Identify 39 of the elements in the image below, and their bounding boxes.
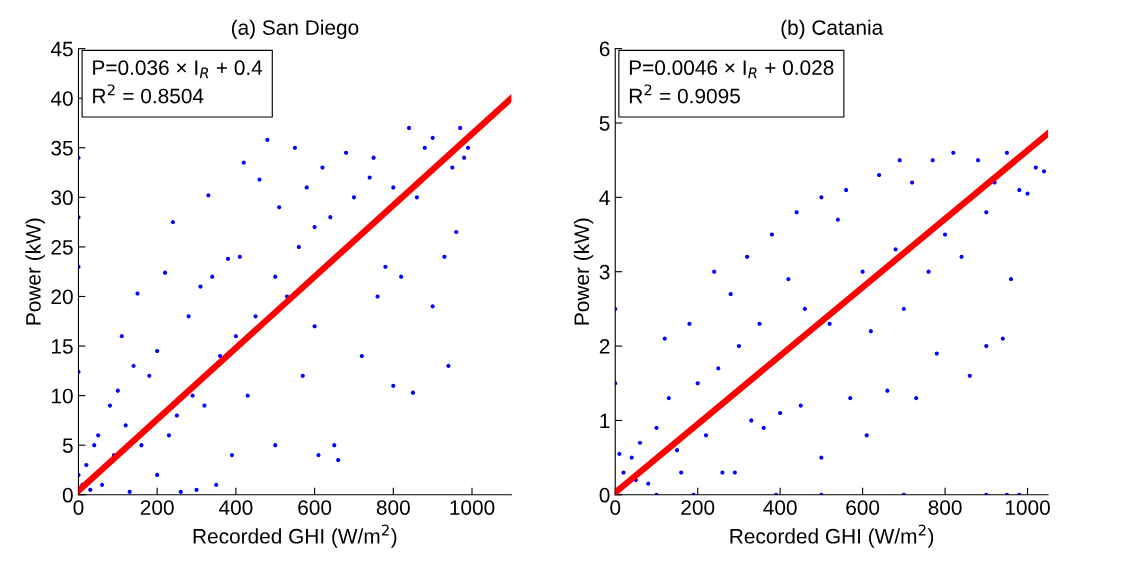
y-tick-label: 15 (52, 339, 73, 354)
x-tick-label: 200 (681, 500, 715, 515)
chart-title: (b) Catania (781, 19, 884, 40)
x-tick-label: 600 (846, 500, 880, 515)
annotation: P=0.036 × I$_{R}$ + 0.4 (93, 60, 263, 79)
y-tick-label: 10 (52, 388, 73, 404)
x-tick-label: 1000 (1005, 500, 1050, 515)
y-tick-label: 5 (62, 438, 73, 453)
x-tick-label: 0 (73, 500, 84, 515)
y-tick-label: 5 (599, 116, 610, 131)
y-tick-label: 30 (51, 190, 73, 206)
y-tick-label: 0 (599, 487, 610, 503)
x-tick-label: 400 (218, 500, 253, 515)
y-tick-label: 3 (599, 264, 610, 280)
x-axis-title: Recorded GHI (W/m$^{2}$) (730, 524, 934, 548)
y-tick-label: 25 (51, 239, 73, 255)
y-axis-title: Power (kW) (25, 218, 45, 325)
y-tick-label: 4 (599, 190, 610, 205)
x-tick-label: 200 (140, 500, 174, 515)
annotation: R$^{2}$ = 0.9095 (629, 84, 740, 104)
chart-title: (a) San Diego (231, 19, 359, 40)
annotation: R$^{2}$ = 0.8504 (93, 84, 204, 104)
y-tick-label: 1 (600, 413, 610, 428)
x-axis-title: Recorded GHI (W/m$^{2}$) (193, 524, 397, 548)
y-tick-label: 45 (50, 41, 73, 57)
x-tick-label: 800 (376, 500, 410, 515)
x-tick-label: 400 (763, 500, 797, 515)
x-tick-label: 800 (928, 500, 962, 515)
annotation: P=0.0046 × I$_{R}$ + 0.028 (629, 60, 834, 79)
x-tick-label: 600 (298, 500, 332, 515)
y-tick-label: 6 (599, 41, 610, 57)
y-tick-label: 0 (62, 487, 73, 503)
y-tick-label: 2 (599, 339, 610, 354)
x-tick-label: 1000 (450, 500, 495, 515)
y-axis-title: Power (kW) (573, 218, 594, 325)
y-tick-label: 35 (51, 140, 73, 156)
y-tick-label: 40 (50, 91, 73, 106)
y-tick-label: 20 (51, 289, 73, 305)
x-tick-label: 0 (610, 500, 621, 515)
